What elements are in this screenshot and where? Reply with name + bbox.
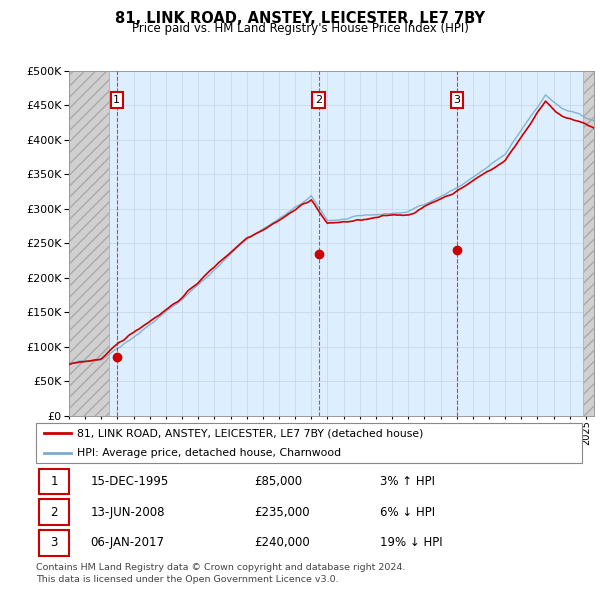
FancyBboxPatch shape bbox=[39, 499, 69, 525]
Text: Price paid vs. HM Land Registry's House Price Index (HPI): Price paid vs. HM Land Registry's House … bbox=[131, 22, 469, 35]
Text: This data is licensed under the Open Government Licence v3.0.: This data is licensed under the Open Gov… bbox=[36, 575, 338, 584]
Bar bbox=[69, 71, 109, 416]
Text: 6% ↓ HPI: 6% ↓ HPI bbox=[380, 506, 435, 519]
Text: 3: 3 bbox=[50, 536, 58, 549]
Text: £235,000: £235,000 bbox=[254, 506, 310, 519]
Text: Contains HM Land Registry data © Crown copyright and database right 2024.: Contains HM Land Registry data © Crown c… bbox=[36, 563, 406, 572]
Bar bbox=[583, 71, 594, 416]
Text: HPI: Average price, detached house, Charnwood: HPI: Average price, detached house, Char… bbox=[77, 448, 341, 458]
Text: £85,000: £85,000 bbox=[254, 475, 302, 488]
Text: 3% ↑ HPI: 3% ↑ HPI bbox=[380, 475, 435, 488]
Text: 1: 1 bbox=[50, 475, 58, 488]
Text: 13-JUN-2008: 13-JUN-2008 bbox=[91, 506, 165, 519]
Text: 2: 2 bbox=[50, 506, 58, 519]
Text: 15-DEC-1995: 15-DEC-1995 bbox=[91, 475, 169, 488]
Text: 2: 2 bbox=[315, 95, 322, 105]
Text: 81, LINK ROAD, ANSTEY, LEICESTER, LE7 7BY (detached house): 81, LINK ROAD, ANSTEY, LEICESTER, LE7 7B… bbox=[77, 428, 424, 438]
Text: 06-JAN-2017: 06-JAN-2017 bbox=[91, 536, 164, 549]
FancyBboxPatch shape bbox=[39, 468, 69, 494]
Text: 19% ↓ HPI: 19% ↓ HPI bbox=[380, 536, 443, 549]
FancyBboxPatch shape bbox=[39, 530, 69, 556]
Text: 3: 3 bbox=[454, 95, 461, 105]
Text: £240,000: £240,000 bbox=[254, 536, 310, 549]
Text: 81, LINK ROAD, ANSTEY, LEICESTER, LE7 7BY: 81, LINK ROAD, ANSTEY, LEICESTER, LE7 7B… bbox=[115, 11, 485, 25]
Text: 1: 1 bbox=[113, 95, 121, 105]
